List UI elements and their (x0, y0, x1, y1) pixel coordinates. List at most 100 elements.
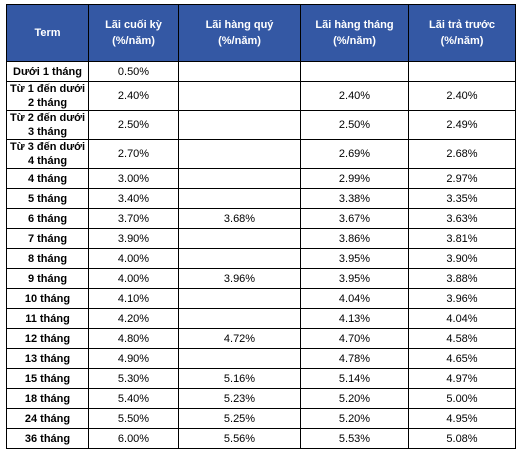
rate-cell: 5.56% (178, 428, 301, 449)
rate-cell: 2.49% (408, 110, 516, 140)
rate-cell: 3.63% (408, 208, 516, 229)
table-row: 6 tháng 3.70% 3.68% 3.67% 3.63% (6, 208, 516, 229)
rate-cell: 3.35% (408, 188, 516, 209)
rate-cell: 3.81% (408, 228, 516, 249)
empty-cell (178, 308, 301, 329)
rate-cell: 5.14% (300, 368, 409, 389)
table-row: 18 tháng 5.40% 5.23% 5.20% 5.00% (6, 388, 516, 409)
rate-cell: 2.99% (300, 168, 409, 189)
table-row: 8 tháng 4.00% 3.95% 3.90% (6, 248, 516, 269)
rate-cell: 2.69% (300, 139, 409, 169)
rate-cell: 4.04% (408, 308, 516, 329)
rate-cell: 2.68% (408, 139, 516, 169)
rate-cell: 2.97% (408, 168, 516, 189)
rate-cell: 4.72% (178, 328, 301, 349)
term-cell: 36 tháng (6, 428, 89, 449)
term-cell: 11 tháng (6, 308, 89, 329)
table-row: 36 tháng 6.00% 5.56% 5.53% 5.08% (6, 428, 516, 449)
empty-cell (178, 348, 301, 369)
table-row: 10 tháng 4.10% 4.04% 3.96% (6, 288, 516, 309)
rate-cell: 2.40% (408, 81, 516, 111)
rate-cell: 3.70% (88, 208, 179, 229)
empty-cell (408, 61, 516, 82)
empty-cell (178, 81, 301, 111)
term-cell: 8 tháng (6, 248, 89, 269)
rate-cell: 2.40% (88, 81, 179, 111)
empty-cell (178, 110, 301, 140)
rate-cell: 3.95% (300, 268, 409, 289)
rate-cell: 2.70% (88, 139, 179, 169)
term-cell: 18 tháng (6, 388, 89, 409)
rate-cell: 3.38% (300, 188, 409, 209)
table-row: Từ 1 đến dưới 2 tháng 2.40% 2.40% 2.40% (6, 81, 516, 111)
rate-cell: 4.78% (300, 348, 409, 369)
rate-cell: 2.40% (300, 81, 409, 111)
table-row: 12 tháng 4.80% 4.72% 4.70% 4.58% (6, 328, 516, 349)
rate-cell: 3.90% (88, 228, 179, 249)
rate-cell: 5.08% (408, 428, 516, 449)
rate-cell: 5.30% (88, 368, 179, 389)
term-cell: 15 tháng (6, 368, 89, 389)
term-cell: 24 tháng (6, 408, 89, 429)
term-cell: Từ 1 đến dưới 2 tháng (6, 81, 89, 111)
empty-cell (178, 228, 301, 249)
rate-cell: 4.97% (408, 368, 516, 389)
rate-cell: 4.00% (88, 268, 179, 289)
rate-cell: 6.00% (88, 428, 179, 449)
rate-cell: 5.00% (408, 388, 516, 409)
table-row: 9 tháng 4.00% 3.96% 3.95% 3.88% (6, 268, 516, 289)
rate-cell: 2.50% (300, 110, 409, 140)
term-cell: 13 tháng (6, 348, 89, 369)
table-row: Từ 2 đến dưới 3 tháng 2.50% 2.50% 2.49% (6, 110, 516, 140)
rate-cell: 5.23% (178, 388, 301, 409)
empty-cell (178, 188, 301, 209)
rate-cell: 3.86% (300, 228, 409, 249)
rate-table: Term Lãi cuối kỳ (%/năm) Lãi hàng quý (%/n… (6, 4, 516, 449)
rate-cell: 5.53% (300, 428, 409, 449)
rate-cell: 4.65% (408, 348, 516, 369)
rate-cell: 3.88% (408, 268, 516, 289)
rate-cell: 5.40% (88, 388, 179, 409)
table-row: 7 tháng 3.90% 3.86% 3.81% (6, 228, 516, 249)
term-cell: 5 tháng (6, 188, 89, 209)
table-row: Từ 3 đến dưới 4 tháng 2.70% 2.69% 2.68% (6, 139, 516, 169)
rate-cell: 4.70% (300, 328, 409, 349)
table-row: 5 tháng 3.40% 3.38% 3.35% (6, 188, 516, 209)
header-cell: Lãi cuối kỳ (%/năm) (88, 4, 179, 62)
header-cell: Lãi trả trước (%/năm) (408, 4, 516, 62)
header-cell: Lãi hàng tháng (%/năm) (300, 4, 409, 62)
rate-cell: 4.13% (300, 308, 409, 329)
rate-cell: 4.04% (300, 288, 409, 309)
rate-cell: 5.20% (300, 408, 409, 429)
rate-cell: 3.68% (178, 208, 301, 229)
rate-cell: 5.20% (300, 388, 409, 409)
rate-cell: 4.90% (88, 348, 179, 369)
empty-cell (178, 288, 301, 309)
rate-cell: 0.50% (88, 61, 179, 82)
table-row: 15 tháng 5.30% 5.16% 5.14% 4.97% (6, 368, 516, 389)
table-row: 4 tháng 3.00% 2.99% 2.97% (6, 168, 516, 189)
rate-cell: 5.50% (88, 408, 179, 429)
rate-cell: 2.50% (88, 110, 179, 140)
rate-cell: 4.80% (88, 328, 179, 349)
term-cell: 7 tháng (6, 228, 89, 249)
term-cell: Dưới 1 tháng (6, 61, 89, 82)
empty-cell (178, 139, 301, 169)
header-cell: Term (6, 4, 89, 62)
table-row: Dưới 1 tháng 0.50% (6, 61, 516, 82)
rate-cell: 3.90% (408, 248, 516, 269)
rate-cell: 3.40% (88, 188, 179, 209)
term-cell: 10 tháng (6, 288, 89, 309)
term-cell: Từ 3 đến dưới 4 tháng (6, 139, 89, 169)
rate-cell: 4.10% (88, 288, 179, 309)
empty-cell (178, 168, 301, 189)
term-cell: 6 tháng (6, 208, 89, 229)
header-cell: Lãi hàng quý (%/năm) (178, 4, 301, 62)
table-row: 11 tháng 4.20% 4.13% 4.04% (6, 308, 516, 329)
rate-cell: 5.16% (178, 368, 301, 389)
rate-cell: 4.58% (408, 328, 516, 349)
rate-cell: 3.00% (88, 168, 179, 189)
rate-cell: 4.20% (88, 308, 179, 329)
header-row: Term Lãi cuối kỳ (%/năm) Lãi hàng quý (%/n… (6, 4, 516, 62)
